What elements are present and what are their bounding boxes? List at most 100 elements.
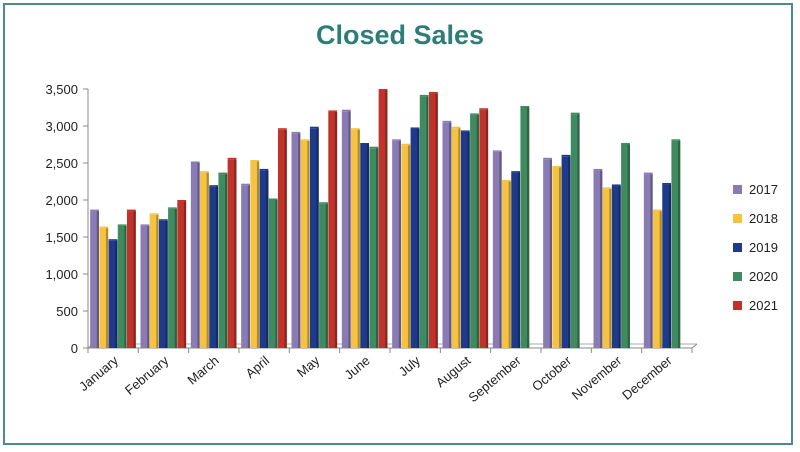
bar-top-2020-june [369, 146, 379, 149]
bar-top-2017-january [90, 209, 99, 212]
bar-shade-2019-october [568, 156, 571, 348]
bar-2018-september [502, 181, 511, 348]
bar-top-2019-march [209, 185, 219, 187]
bar-shade-2017-august [449, 122, 452, 348]
bar-2020-december [671, 140, 681, 348]
bar-2019-october [561, 156, 571, 348]
bar-top-2020-february [168, 207, 177, 209]
bar-shade-2018-may [307, 140, 310, 348]
legend-swatch-2021 [733, 301, 742, 310]
bar-shade-2017-november [600, 170, 603, 348]
legend-swatch-2017 [733, 185, 742, 194]
y-tick-label: 1,500 [45, 230, 78, 245]
bar-shade-2019-march [215, 186, 219, 348]
bar-shade-2018-november [609, 188, 612, 348]
bar-top-2018-april [250, 160, 260, 162]
legend-label-2019: 2019 [749, 240, 778, 255]
bar-top-2019-august [460, 130, 470, 132]
bar-top-2017-april [241, 183, 250, 186]
bar-2017-august [442, 122, 452, 348]
bar-2017-june [341, 111, 351, 348]
x-tick-label-april: April [243, 353, 273, 381]
bar-top-2018-january [99, 226, 109, 229]
bar-2018-january [99, 228, 109, 348]
bar-top-2018-march [200, 171, 209, 173]
bar-2018-november [602, 188, 612, 348]
x-tick-label-may: May [294, 352, 323, 380]
bar-2017-july [392, 140, 401, 348]
bar-top-2021-february [177, 199, 187, 202]
bar-shade-2021-april [284, 129, 287, 348]
bar-top-2021-august [479, 108, 489, 110]
bar-shade-2018-august [458, 128, 461, 348]
bar-top-2020-november [621, 143, 630, 145]
bar-shade-2018-april [256, 161, 260, 348]
bar-top-2017-december [643, 172, 653, 175]
bar-2019-july [410, 128, 420, 348]
legend-swatch-2019 [733, 243, 742, 252]
x-tick-label-july: July [396, 352, 424, 379]
bar-top-2018-august [451, 126, 461, 129]
bar-top-2017-august [442, 120, 452, 123]
bar-shade-2017-may [298, 133, 301, 348]
bar-top-2021-july [428, 91, 438, 94]
bar-2020-june [369, 148, 379, 348]
x-tick-label-february: February [122, 352, 172, 397]
bar-shade-2019-september [517, 172, 521, 348]
bar-2018-july [401, 145, 411, 348]
bar-top-2017-july [392, 139, 401, 141]
bar-2019-may [309, 128, 319, 348]
bar-shade-2017-october [549, 159, 552, 348]
bar-shade-2019-july [417, 128, 420, 348]
legend-swatch-2020 [733, 272, 742, 281]
bar-top-2019-may [309, 126, 319, 129]
bar-2020-may [319, 203, 328, 348]
y-tick-label: 3,000 [45, 119, 78, 134]
bar-shade-2018-january [105, 228, 109, 348]
bar-2020-march [218, 174, 228, 348]
x-tick-label-march: March [184, 353, 221, 388]
legend-label-2020: 2020 [749, 269, 778, 284]
bar-shade-2020-march [225, 174, 228, 348]
bar-2019-november [611, 185, 621, 348]
bar-2021-june [378, 90, 388, 348]
bar-shade-2020-june [376, 148, 379, 348]
bar-2017-december [643, 174, 653, 348]
bar-top-2019-february [158, 219, 168, 221]
y-tick-label: 500 [56, 304, 78, 319]
bar-shade-2020-september [527, 107, 530, 348]
bar-2020-february [168, 208, 177, 348]
bar-shade-2017-march [197, 163, 200, 348]
legend-label-2021: 2021 [749, 298, 778, 313]
x-axis-depth-right [691, 343, 698, 349]
bar-shade-2021-march [234, 159, 237, 348]
bar-shade-2017-june [348, 111, 351, 348]
bar-top-2018-february [149, 213, 159, 215]
bar-shade-2021-july [435, 93, 438, 348]
bar-shade-2020-october [577, 114, 580, 348]
legend-label-2018: 2018 [749, 211, 778, 226]
bar-2018-october [552, 167, 562, 348]
bar-shade-2018-october [558, 167, 562, 348]
bar-2017-may [291, 133, 301, 348]
bar-top-2017-november [593, 168, 603, 171]
bar-top-2021-june [378, 88, 388, 91]
bar-top-2021-march [227, 157, 237, 160]
bar-top-2019-april [259, 168, 269, 171]
bar-top-2021-january [126, 209, 136, 212]
bar-top-2019-july [410, 127, 420, 129]
x-tick-label-september: September [465, 352, 524, 405]
x-tick-label-october: October [529, 352, 575, 394]
bar-top-2020-october [570, 112, 580, 115]
bar-shade-2021-june [385, 90, 388, 348]
legend-swatch-2018 [733, 214, 742, 223]
bar-top-2019-december [662, 182, 672, 185]
bar-2020-august [470, 114, 479, 349]
bar-top-2019-january [108, 239, 118, 241]
bar-shade-2018-september [508, 181, 511, 348]
bar-shade-2017-september [499, 151, 502, 348]
bar-top-2020-april [268, 198, 278, 200]
bar-2020-september [520, 107, 530, 348]
y-tick-label: 1,000 [45, 267, 78, 282]
